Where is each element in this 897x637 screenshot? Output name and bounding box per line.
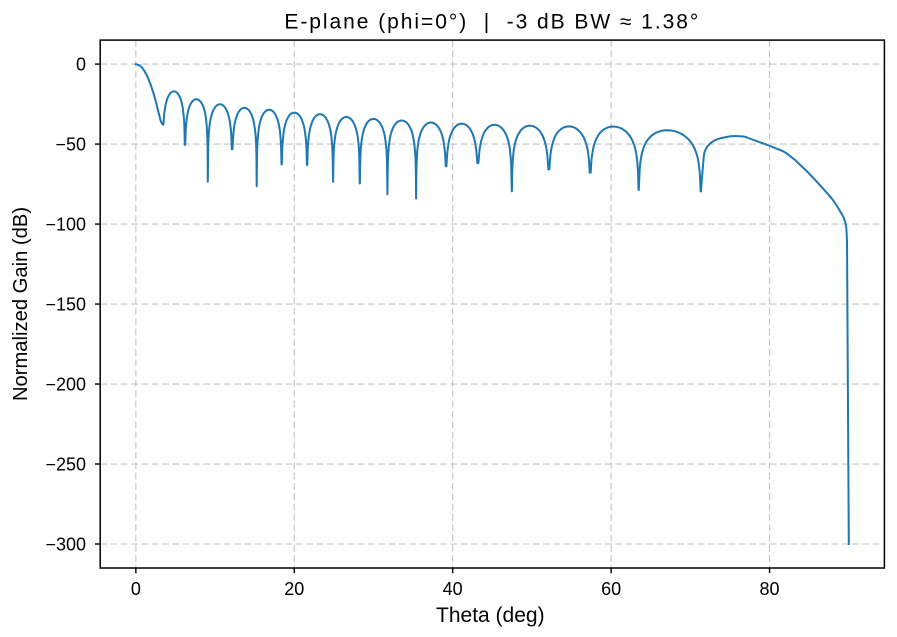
svg-text:0: 0 (131, 579, 141, 599)
svg-text:−200: −200 (45, 375, 86, 395)
svg-text:−50: −50 (55, 135, 86, 155)
svg-text:Normalized Gain (dB): Normalized Gain (dB) (10, 207, 32, 401)
svg-text:−150: −150 (45, 295, 86, 315)
svg-text:−100: −100 (45, 215, 86, 235)
svg-text:−300: −300 (45, 535, 86, 555)
svg-text:0: 0 (76, 55, 86, 75)
svg-text:40: 40 (443, 579, 463, 599)
svg-text:Theta (deg): Theta (deg) (436, 604, 545, 627)
svg-text:20: 20 (284, 579, 304, 599)
svg-text:−250: −250 (45, 455, 86, 475)
svg-text:60: 60 (601, 579, 621, 599)
svg-text:E-plane (phi=0°) | -3 dB BW: E-plane (phi=0°) | -3 dB BW ≈ 1.38° (284, 11, 700, 34)
svg-text:80: 80 (760, 579, 780, 599)
